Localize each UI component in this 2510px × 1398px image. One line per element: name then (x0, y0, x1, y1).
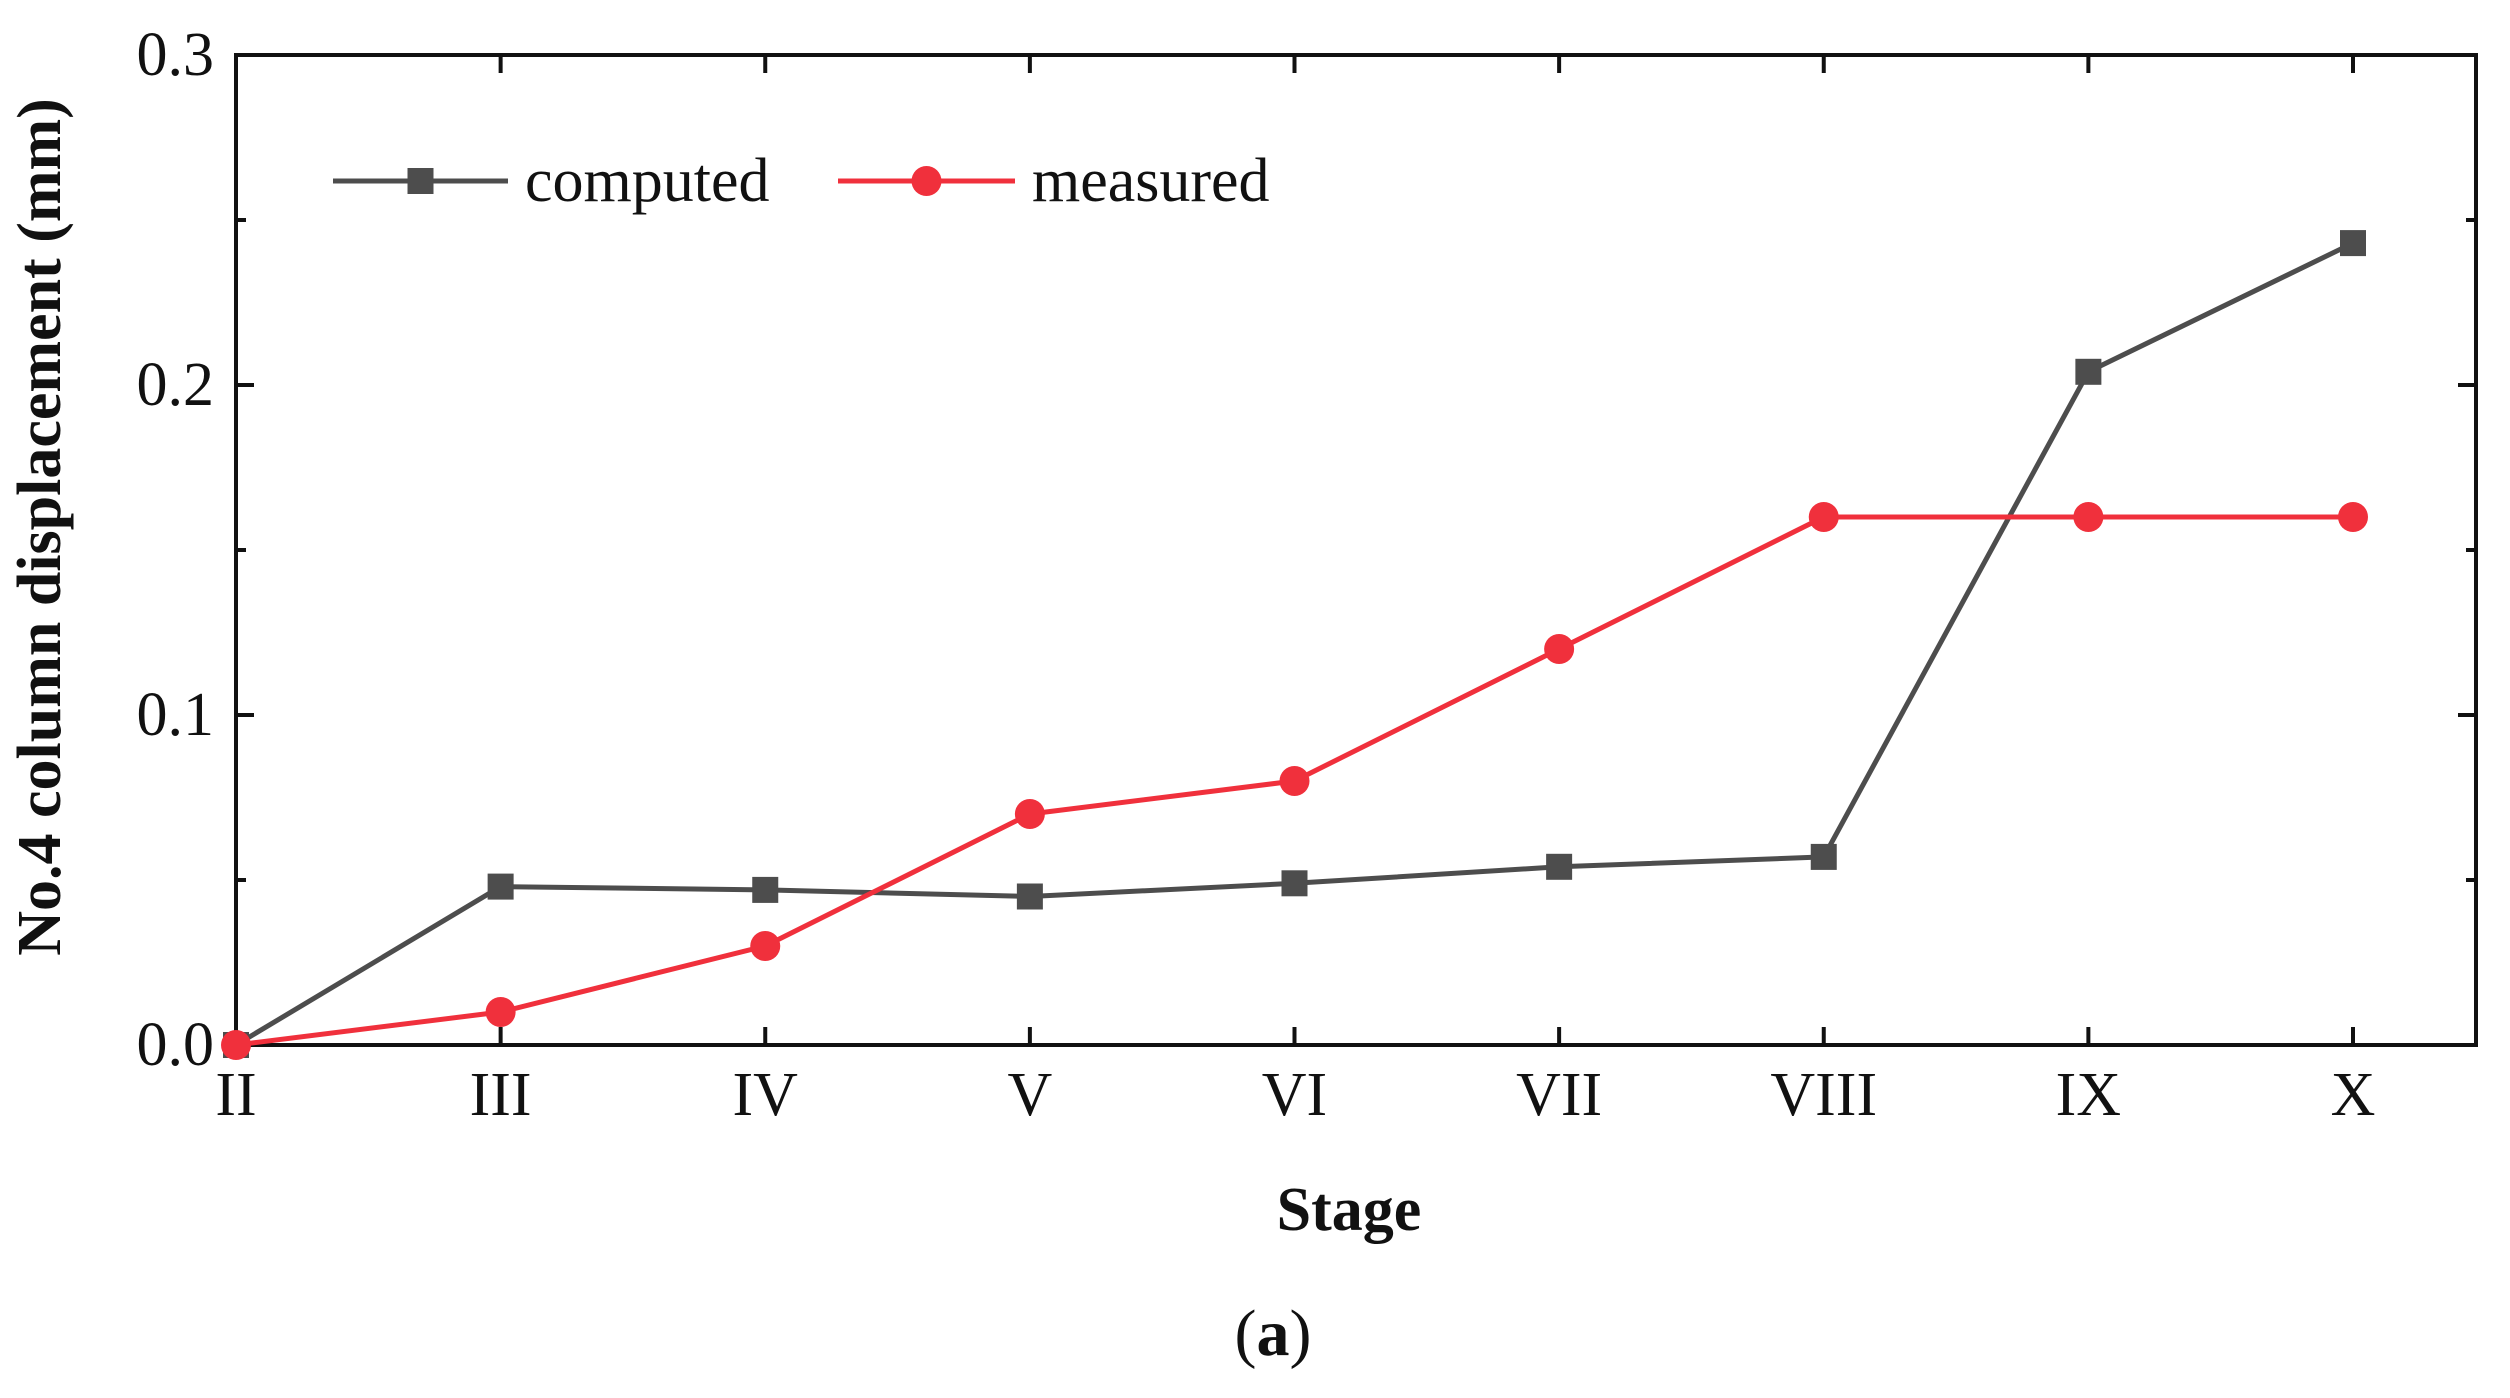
data-point-measured (221, 1030, 251, 1060)
y-tick-label: 0.3 (137, 21, 215, 89)
legend-marker-measured (911, 166, 942, 196)
data-point-measured (1279, 766, 1310, 796)
ticks-group: 0.00.10.20.3II III IV V VI VII VIII IX X (137, 21, 2476, 1129)
data-point-measured (750, 931, 781, 961)
legend-item-measured: measured (838, 147, 1270, 215)
x-tick-label: IV (733, 1061, 799, 1129)
x-tick-label: VIII (1770, 1061, 1877, 1129)
legend-label-computed: computed (525, 147, 770, 215)
data-point-computed (1546, 853, 1573, 880)
data-point-measured (1808, 502, 1839, 532)
data-point-computed (2075, 358, 2102, 385)
data-point-computed (1281, 870, 1308, 897)
data-point-computed (2340, 230, 2366, 257)
x-tick-label: IX (2056, 1061, 2121, 1129)
figure-caption: (a) (1235, 1297, 1312, 1370)
x-tick-label: V (1007, 1061, 1052, 1129)
y-tick-label: 0.0 (137, 1011, 215, 1079)
data-point-measured (1014, 799, 1045, 829)
y-tick-label: 0.2 (137, 351, 215, 419)
data-point-measured (2073, 502, 2104, 532)
x-axis-title: Stage (1277, 1176, 1422, 1244)
series-line-computed (234, 240, 2355, 1048)
data-point-computed (1810, 843, 1837, 870)
caption-open-paren: ( (1235, 1297, 1257, 1370)
data-point-measured (1544, 634, 1575, 664)
series-measured (221, 502, 2368, 1060)
data-point-computed (1016, 883, 1043, 910)
caption-close-paren: ) (1290, 1297, 1312, 1370)
x-tick-label: II (215, 1061, 256, 1129)
x-tick-label: VI (1262, 1061, 1327, 1129)
data-point-measured (2338, 502, 2368, 532)
legend: computed measured (333, 147, 1270, 215)
x-tick-label: III (470, 1061, 532, 1129)
caption-letter: a (1257, 1297, 1290, 1370)
x-tick-label: X (2331, 1061, 2376, 1129)
data-point-computed (487, 873, 514, 900)
series-computed (223, 230, 2366, 1058)
legend-item-computed: computed (333, 147, 770, 215)
data-point-measured (485, 997, 516, 1027)
data-point-computed (752, 876, 779, 903)
y-tick-label: 0.1 (137, 681, 215, 749)
x-tick-label: VII (1516, 1061, 1602, 1129)
series-group (221, 230, 2368, 1060)
legend-marker-computed (407, 168, 434, 194)
y-axis-title: No.4 column displacement (mm) (6, 98, 74, 956)
legend-label-measured: measured (1032, 147, 1270, 215)
